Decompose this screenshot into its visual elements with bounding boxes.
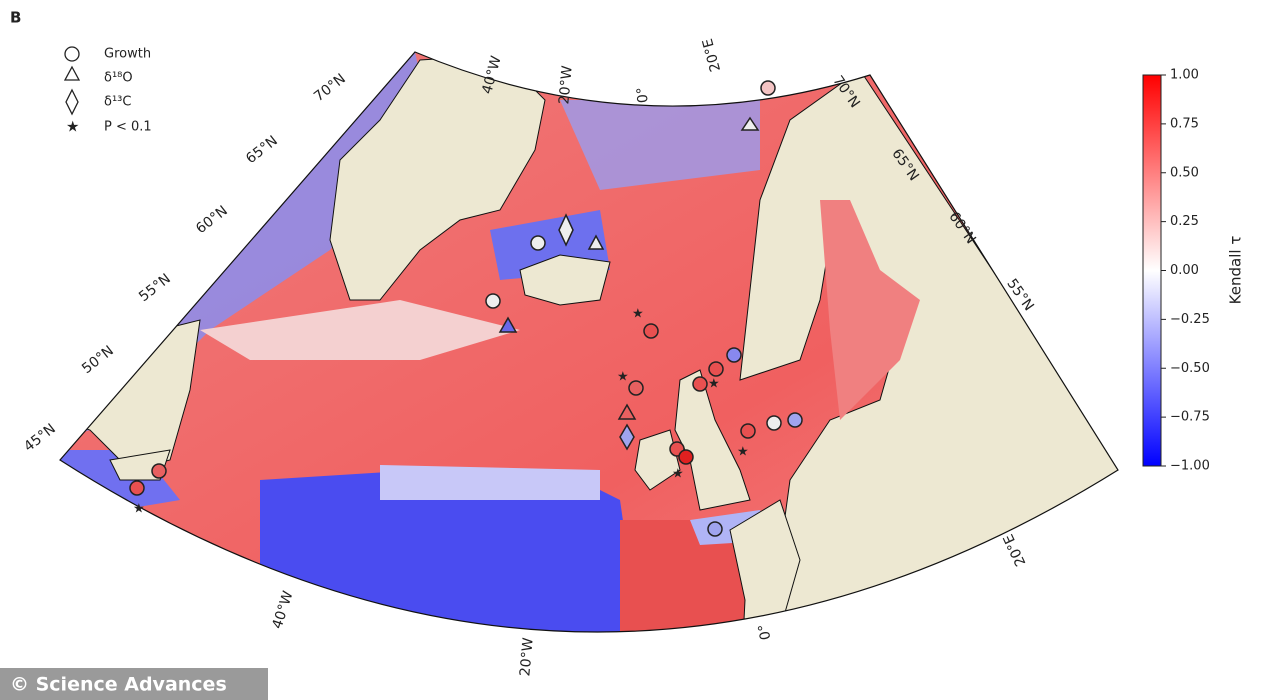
colorbar-tick-label: 0.00 <box>1170 263 1199 278</box>
colorbar-ticks: 1.00 0.75 0.50 0.25 0.00 −0.25 −0.50 −0.75 −1.00 <box>1161 68 1210 474</box>
colorbar-tick-label: −0.75 <box>1170 410 1210 425</box>
svg-text:★: ★ <box>737 445 749 460</box>
colorbar <box>1142 74 1162 467</box>
lat-label: 70°N <box>311 71 349 105</box>
legend-label: P < 0.1 <box>104 120 152 135</box>
colorbar-tick-label: 0.50 <box>1170 165 1199 180</box>
site-markers <box>129 80 803 537</box>
significance-stars: ★ ★ ★ ★ ★ ★ <box>133 307 749 517</box>
svg-text:★: ★ <box>708 377 720 392</box>
map <box>60 52 1118 633</box>
lon-label: 20°E <box>700 37 724 74</box>
colorbar-tick-label: 0.75 <box>1170 116 1199 131</box>
lat-label: 50°N <box>79 343 117 377</box>
legend-star: ★ <box>66 118 79 136</box>
colorbar-tick-label: 1.00 <box>1170 68 1199 83</box>
lon-label: 40°W <box>269 589 296 631</box>
lat-label: 60°N <box>193 203 231 237</box>
colorbar-tick-label: −0.50 <box>1170 361 1210 376</box>
credit-bg <box>0 668 268 700</box>
legend-label: δ¹⁸O <box>104 71 133 86</box>
lon-label: 20°E <box>1001 531 1030 568</box>
colorbar-tick-label: −0.25 <box>1170 312 1210 327</box>
svg-text:★: ★ <box>632 307 644 322</box>
lat-label: 55°N <box>136 271 174 305</box>
svg-text:★: ★ <box>617 370 629 385</box>
lat-label: 45°N <box>21 421 59 455</box>
svg-text:★: ★ <box>133 502 145 517</box>
colorbar-label: Kendall τ <box>1227 236 1245 305</box>
lon-label: 20°W <box>517 637 536 677</box>
lon-label: 0° <box>634 86 651 103</box>
legend-label: Growth <box>104 47 151 62</box>
svg-text:★: ★ <box>672 467 684 482</box>
lat-label: 65°N <box>243 133 281 167</box>
colorbar-tick-label: 0.25 <box>1170 214 1199 229</box>
panel-label: B <box>10 9 21 27</box>
map-frame <box>59 51 1119 633</box>
legend-label: δ¹³C <box>104 95 131 110</box>
lon-label: 0° <box>756 623 775 641</box>
colorbar-tick-label: −1.00 <box>1170 459 1210 474</box>
legend <box>63 46 81 116</box>
lon-label: 20°W <box>556 65 575 105</box>
credit: © Science Advances <box>10 674 227 696</box>
